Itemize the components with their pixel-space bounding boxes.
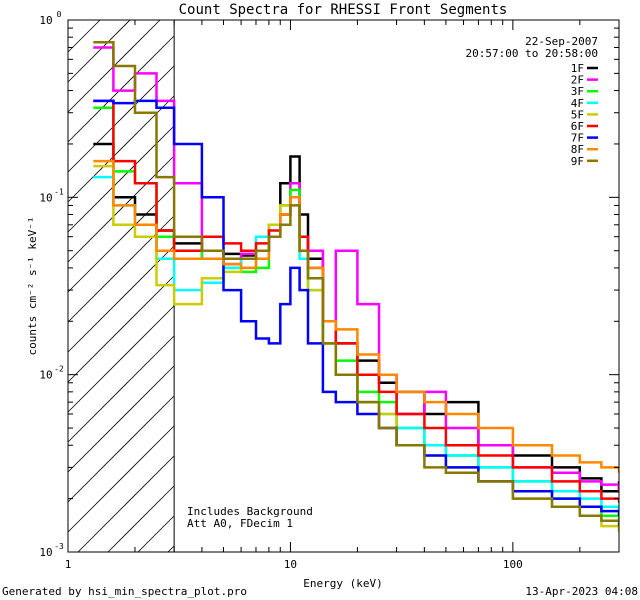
hatch-line bbox=[67, 19, 101, 53]
hatch-line bbox=[67, 35, 175, 143]
annotation-background: Includes Background bbox=[187, 505, 313, 518]
hatch-line bbox=[67, 275, 175, 383]
y-tick-exponent: -3 bbox=[54, 542, 64, 551]
x-tick-label: 100 bbox=[503, 558, 523, 571]
x-axis: 1 10 100 bbox=[65, 20, 620, 571]
hatch-line bbox=[77, 455, 175, 553]
series-layer bbox=[93, 40, 619, 532]
legend-label: 6F bbox=[571, 120, 584, 133]
y-tick-exponent: -2 bbox=[54, 365, 64, 374]
plot-frame bbox=[67, 19, 620, 553]
hatch-line bbox=[67, 395, 175, 503]
footer-timestamp: 13-Apr-2023 04:08 bbox=[525, 585, 638, 598]
legend-label: 8F bbox=[571, 143, 584, 156]
hatch-line bbox=[67, 125, 175, 233]
y-tick-exponent: 0 bbox=[57, 10, 62, 19]
x-tick-label: 10 bbox=[284, 558, 297, 571]
date-label: 22-Sep-2007 bbox=[525, 35, 598, 48]
series-2F bbox=[93, 46, 619, 492]
hatch-line bbox=[67, 185, 175, 293]
hatch-line bbox=[107, 485, 175, 553]
hatched-region bbox=[67, 19, 175, 553]
chart-title: Count Spectra for RHESSI Front Segments bbox=[179, 2, 508, 18]
hatch-line bbox=[67, 65, 175, 173]
y-tick-label: 10 bbox=[39, 546, 52, 559]
y-axis-label: counts cm⁻² s⁻¹ keV⁻¹ bbox=[26, 216, 39, 355]
annotation-attenuator: Att A0, FDecim 1 bbox=[187, 517, 293, 530]
footer-generated-by: Generated by hsi_min_spectra_plot.pro bbox=[2, 585, 247, 598]
hatch-line bbox=[167, 545, 175, 553]
series-3F bbox=[93, 106, 619, 521]
hatch-line bbox=[67, 19, 131, 83]
legend-label: 1F bbox=[571, 62, 584, 75]
y-tick-label: 10 bbox=[39, 369, 52, 382]
legend-label: 7F bbox=[571, 132, 584, 145]
x-tick-label: 1 bbox=[65, 558, 72, 571]
series-9F bbox=[93, 40, 619, 527]
y-tick-label: 10 bbox=[39, 14, 52, 27]
series-8F bbox=[93, 159, 619, 473]
y-tick-label: 10 bbox=[39, 191, 52, 204]
legend-label: 3F bbox=[571, 85, 584, 98]
legend-label: 2F bbox=[571, 74, 584, 87]
hatch-line bbox=[67, 335, 175, 443]
hatch-line bbox=[67, 365, 175, 473]
hatch-line bbox=[137, 515, 175, 553]
y-tick-exponent: -1 bbox=[54, 187, 64, 196]
legend-label: 5F bbox=[571, 108, 584, 121]
time-range-label: 20:57:00 to 20:58:00 bbox=[466, 47, 598, 60]
legend-label: 9F bbox=[571, 155, 584, 168]
legend-label: 4F bbox=[571, 97, 584, 110]
hatch-line bbox=[67, 245, 175, 353]
series-1F bbox=[93, 142, 619, 493]
hatch-line bbox=[67, 425, 175, 533]
hatch-line bbox=[67, 215, 175, 323]
hatch-line bbox=[67, 305, 175, 413]
x-axis-label: Energy (keV) bbox=[303, 577, 382, 590]
hatch-line bbox=[67, 95, 175, 203]
